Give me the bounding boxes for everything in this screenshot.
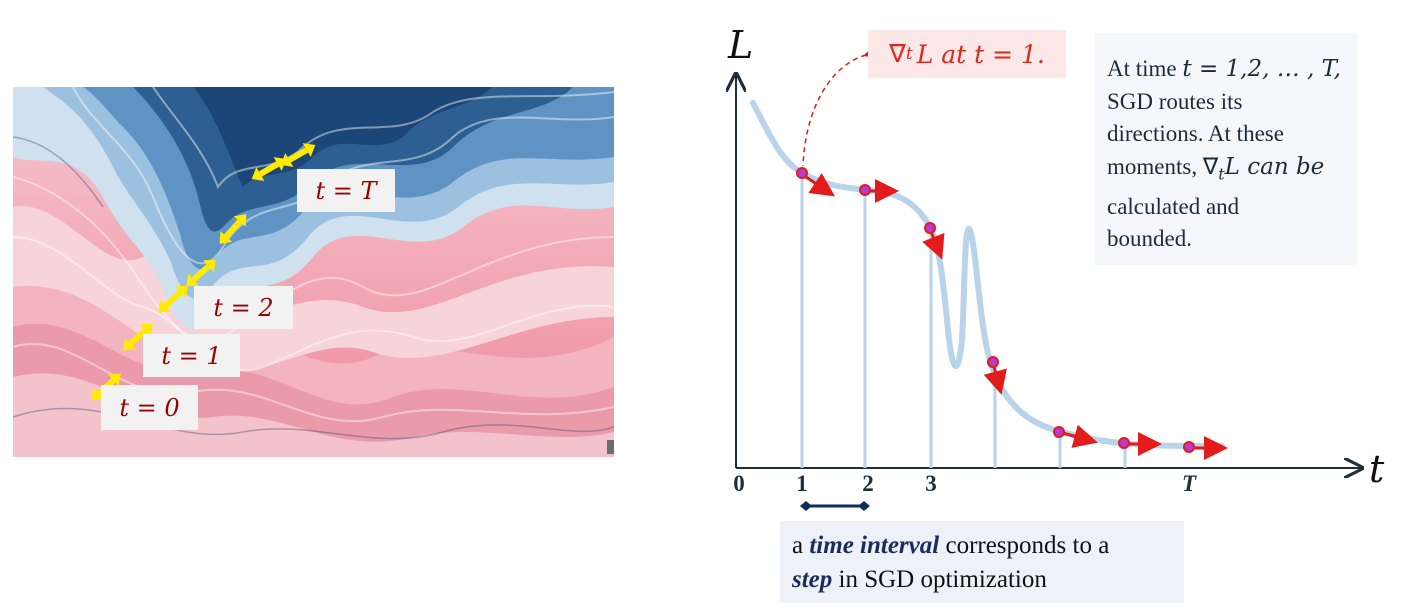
note-line5: calculated and (1107, 193, 1240, 219)
caption-pre: a (792, 532, 810, 559)
note-line4-pre: moments, ∇ (1107, 153, 1219, 179)
explanation-note: At time t = 1,2, … , T, SGD routes its d… (1095, 33, 1357, 265)
y-axis-label: L (727, 23, 753, 67)
label-t-0: t = 0 (101, 385, 198, 430)
sgd-path-arrows (91, 143, 316, 401)
note-line2: SGD routes its (1107, 88, 1243, 114)
note-line1-math: t = 1,2, … , T, (1182, 56, 1341, 82)
note-line3: directions. At these (1107, 121, 1284, 146)
caption-post: in SGD optimization (832, 566, 1047, 593)
tick-label-0: 0 (733, 471, 745, 496)
note-line4-post: L can be (1224, 153, 1325, 180)
sgd-points (796, 167, 1195, 453)
callout-pointer (802, 46, 877, 167)
tick-label-3: 3 (925, 471, 937, 496)
caption-bold-time-interval: time interval (809, 532, 940, 559)
tick-label-2: 2 (862, 471, 874, 496)
time-interval-bracket (800, 501, 870, 511)
label-t-1: t = 1 (143, 334, 240, 377)
label-t-2: t = 2 (194, 286, 293, 329)
tick-label-1: 1 (796, 471, 808, 496)
caption-mid: corresponds to a (939, 532, 1110, 559)
gradient-callout: ∇ t L at t = 1. (868, 30, 1066, 78)
tick-label-T: T (1182, 471, 1197, 496)
gradient-callout-sub: t (905, 44, 913, 64)
x-axis-label: t (1369, 447, 1385, 491)
note-line1-pre: At time (1107, 56, 1183, 81)
gradient-callout-text: L at t = 1. (916, 39, 1045, 69)
loss-curve-diagram: L t 0 1 2 3 T (700, 23, 1385, 511)
time-interval-caption: a time interval corresponds to a step in… (780, 521, 1184, 603)
caption-bold-step: step (792, 566, 833, 593)
gradient-callout-nabla: ∇ (889, 41, 906, 68)
label-t-T: t = T (297, 169, 395, 212)
note-line6: bounded. (1107, 226, 1192, 252)
note-line4-sub: t (1218, 164, 1225, 184)
